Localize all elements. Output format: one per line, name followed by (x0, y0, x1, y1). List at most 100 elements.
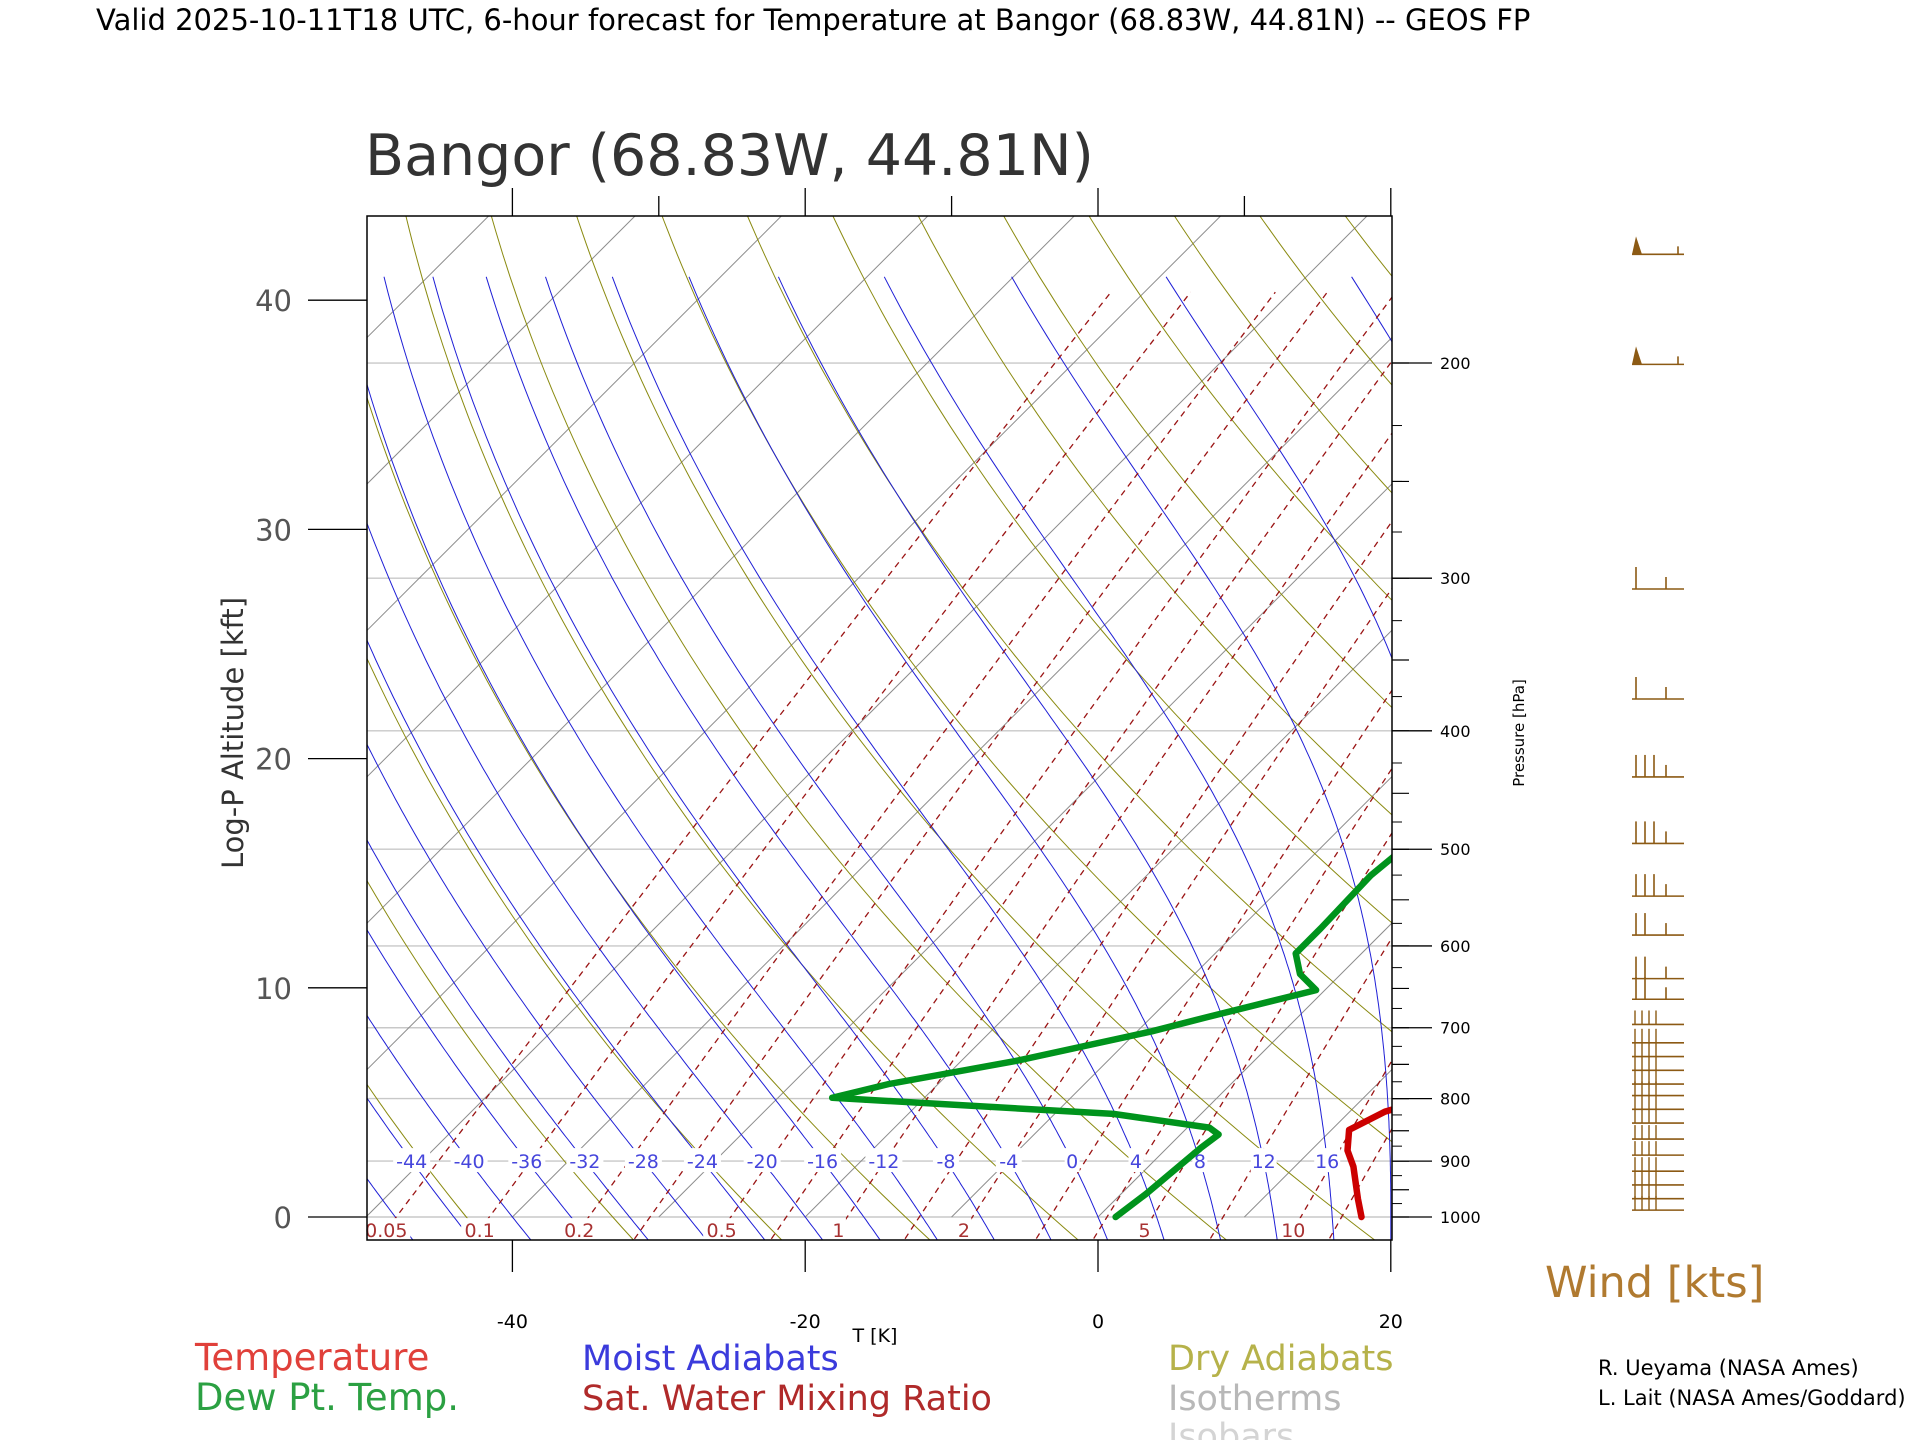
dry-adiabat-line (1670, 197, 1920, 1251)
y-axis-label: Log-P Altitude [kft] (216, 597, 250, 869)
legend-moist-adiabats: Moist Adiabats (582, 1339, 839, 1379)
moist-adiabat-label: -16 (807, 1151, 838, 1173)
legend-dry-adiabats: Dry Adiabats (1168, 1339, 1394, 1379)
x-tick-label: -20 (790, 1311, 821, 1333)
mixing-ratio-line (632, 291, 1328, 1240)
dry-adiabat-line (917, 216, 1392, 816)
legend-isobars: Isobars (1168, 1417, 1294, 1440)
isotherm-line (1244, 1068, 1392, 1218)
moist-adiabat-label: -40 (454, 1151, 485, 1173)
mixing-ratio-label: 2 (958, 1220, 970, 1242)
mixing-ratio-line (831, 432, 1392, 1240)
background-line-labels: -44 -40 -36 -32 -28 -24 -20 -16 -12 -8 -4 0 4 8 12 160.… (362, 1148, 1341, 1242)
legend-temperature: Temperature (194, 1336, 429, 1379)
isotherm-line (512, 336, 1392, 1218)
mixing-ratio-label: 0.1 (465, 1220, 495, 1242)
moist-adiabat-label: -8 (936, 1151, 955, 1173)
moist-adiabat-line (432, 276, 995, 1240)
isotherm-line (1684, 117, 1920, 1217)
dewpoint-profile-line (828, 853, 1392, 1221)
mixing-ratio-line (571, 291, 1276, 1240)
legend-mixing-ratio: Sat. Water Mixing Ratio (582, 1379, 992, 1419)
dry-adiabat-line (746, 216, 1392, 1033)
y-tick-label: 10 (255, 972, 292, 1006)
isotherm-line (367, 216, 783, 632)
dry-adiabat-line (1416, 197, 1920, 1251)
mixing-ratio-label: 10 (1281, 1220, 1305, 1242)
wind-barbs (1632, 236, 1684, 1211)
dry-adiabat-line (367, 395, 931, 1240)
mixing-ratio-line (769, 359, 1392, 1240)
dry-adiabat-line (0, 197, 346, 1251)
isotherm-line (367, 216, 1075, 924)
moist-adiabat-line (367, 382, 881, 1240)
mixing-ratio-line (378, 291, 1112, 1240)
moist-label-bg (1314, 1148, 1341, 1173)
pressure-tick-label: 600 (1440, 937, 1471, 956)
wind-barb (1632, 821, 1684, 845)
pressure-tick-label: 700 (1440, 1019, 1471, 1038)
moist-label-bg (1250, 1148, 1277, 1173)
moist-label-bg (865, 1148, 903, 1173)
pressure-tick-label: 300 (1440, 569, 1471, 588)
mixing-ratio-line (1034, 689, 1392, 1240)
dry-adiabat-line (1344, 216, 1392, 277)
moist-label-bg (624, 1148, 662, 1173)
isotherm-line (658, 483, 1392, 1218)
pressure-tick-label: 900 (1440, 1152, 1471, 1171)
chart-title: Bangor (68.83W, 44.81N) (365, 123, 1094, 189)
isotherm-line (0, 117, 2, 1217)
moist-adiabat-line (545, 276, 1109, 1240)
moist-adiabat-line (1557, 277, 1634, 1241)
moist-label-bg (1064, 1148, 1080, 1173)
mixing-ratio-label: 1 (832, 1220, 844, 1242)
mixing-ratio-label: 0.2 (564, 1220, 594, 1242)
dry-adiabat-line (367, 657, 783, 1240)
mixing-label-bg (830, 1218, 846, 1241)
mixing-ratio-line (956, 587, 1392, 1240)
mixing-label-bg (560, 1218, 598, 1241)
dry-adiabat-line (1754, 197, 1920, 1251)
mixing-ratio-line (903, 520, 1392, 1240)
mixing-ratio-line (1542, 292, 1920, 1248)
moist-adiabat-label: -12 (868, 1151, 899, 1173)
moist-label-bg (508, 1148, 546, 1173)
y-tick-label: 30 (255, 513, 292, 547)
moist-label-bg (743, 1148, 781, 1173)
dry-adiabat-line (367, 879, 635, 1240)
wind-barb (1632, 1184, 1684, 1200)
isotherm-line (804, 629, 1392, 1218)
pressure-tick-label: 800 (1440, 1090, 1471, 1109)
mixing-ratio-line (1137, 831, 1392, 1240)
moist-adiabat-label: -36 (511, 1151, 542, 1173)
moist-adiabat-label: -44 (396, 1151, 427, 1173)
wind-barb (1632, 1028, 1684, 1044)
isotherm-line (367, 216, 636, 485)
wind-barb (1632, 1157, 1684, 1172)
dry-adiabat-line (1839, 197, 1920, 1251)
moist-adiabat-label: 16 (1315, 1151, 1339, 1173)
x-axis-label: T [K] (852, 1325, 898, 1347)
credit-line-1: R. Ueyama (NASA Ames) (1598, 1356, 1859, 1380)
x-tick-label: 0 (1092, 1311, 1104, 1333)
moist-adiabat-line (1011, 276, 1392, 1240)
moist-label-bg (995, 1148, 1022, 1173)
mixing-label-bg (1137, 1218, 1153, 1241)
mixing-ratio-line (1208, 936, 1392, 1240)
y-tick-label: 40 (255, 284, 292, 318)
wind-barb (1632, 1125, 1684, 1140)
mixing-ratio-line (1092, 767, 1392, 1240)
wind-barb (1632, 566, 1684, 590)
dry-adiabat-line (832, 216, 1392, 924)
moist-adiabat-label: 12 (1252, 1151, 1276, 1173)
mixing-label-bg (461, 1218, 499, 1241)
moist-label-bg (683, 1148, 721, 1173)
wind-barb (1632, 956, 1684, 980)
mixing-label-bg (362, 1218, 411, 1241)
wind-barb (1632, 874, 1684, 897)
mixing-ratio-line (471, 291, 1192, 1240)
mixing-ratio-label: 0.5 (707, 1220, 737, 1242)
mixing-ratio-label: 0.05 (365, 1220, 407, 1242)
legend-dewpoint: Dew Pt. Temp. (195, 1376, 459, 1419)
